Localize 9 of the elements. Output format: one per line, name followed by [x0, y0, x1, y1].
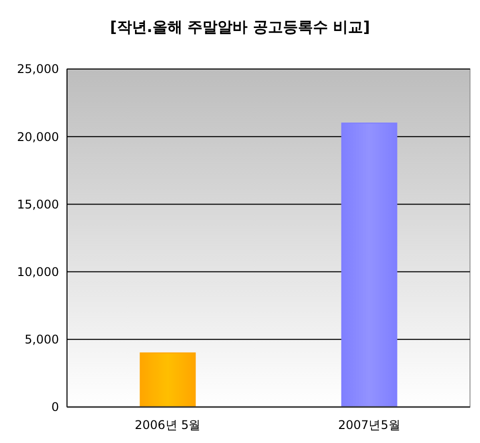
y-tick-label: 10,000 [17, 265, 59, 279]
y-tick-label: 15,000 [17, 197, 59, 212]
y-tick-label: 0 [51, 400, 59, 414]
y-tick-label: 5,000 [24, 332, 59, 347]
y-tick-label: 25,000 [17, 62, 59, 76]
chart-title: [작년.올해 주말알바 공고등록수 비교] [110, 18, 370, 36]
x-tick-label: 2007년5월 [338, 418, 400, 432]
y-tick-label: 20,000 [17, 130, 59, 144]
x-tick-label: 2006년 5월 [134, 418, 201, 432]
